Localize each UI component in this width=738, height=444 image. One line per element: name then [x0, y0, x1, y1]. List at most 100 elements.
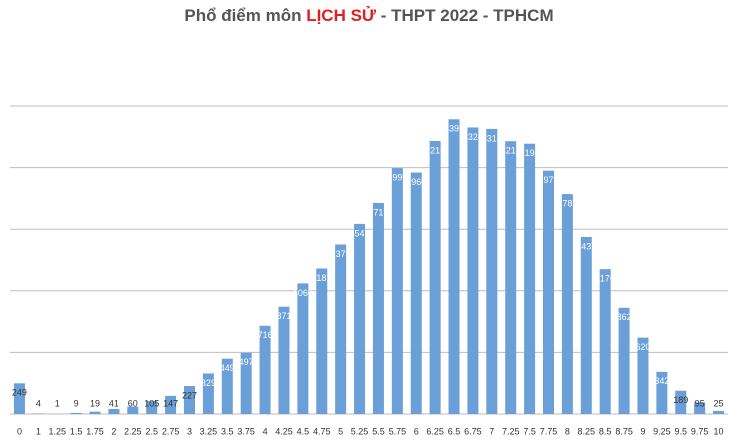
x-tick-label: 7	[489, 426, 494, 436]
x-tick-label: 9.25	[653, 426, 671, 436]
x-tick-label: 3.25	[200, 426, 218, 436]
data-label: 1785	[557, 198, 577, 208]
x-tick-label: 8	[565, 426, 570, 436]
x-tick-label: 2.5	[145, 426, 158, 436]
bar	[184, 386, 195, 414]
bar	[505, 141, 517, 414]
data-label: 1713	[368, 207, 388, 217]
bar	[372, 202, 384, 414]
data-label: 449	[220, 363, 235, 373]
data-label: 189	[673, 395, 688, 405]
data-label: 716	[258, 330, 273, 340]
data-label: 9	[74, 398, 79, 408]
x-tick-label: 9	[640, 426, 645, 436]
data-label: 1060	[293, 288, 313, 298]
data-label: 342	[654, 376, 669, 386]
x-tick-label: 2	[111, 426, 116, 436]
data-label: 1975	[538, 175, 558, 185]
bar	[240, 352, 252, 414]
data-label: 2392	[444, 124, 464, 134]
data-label: 862	[617, 312, 632, 322]
x-tick-label: 4.25	[275, 426, 293, 436]
data-label: 19	[90, 398, 100, 408]
bar	[221, 358, 233, 414]
data-label: 1543	[350, 228, 370, 238]
x-tick-label: 10	[714, 426, 724, 436]
bar	[202, 373, 214, 414]
x-tick-label: 8.25	[578, 426, 596, 436]
title-part: Phổ điểm môn	[184, 6, 306, 25]
bar	[448, 119, 460, 414]
data-label: 227	[182, 390, 197, 400]
x-tick-label: 4.5	[297, 426, 310, 436]
x-tick-label: 6.25	[426, 426, 444, 436]
data-label: 329	[201, 378, 216, 388]
data-label: 2314	[482, 133, 502, 143]
x-tick-label: 7.75	[540, 426, 558, 436]
bar	[146, 401, 158, 414]
data-label: 25	[714, 398, 724, 408]
x-tick-label: 4	[263, 426, 268, 436]
bar	[694, 402, 706, 414]
bar	[165, 395, 177, 414]
data-label: 1960	[406, 177, 426, 187]
bar	[13, 383, 25, 414]
bar	[89, 411, 101, 414]
x-tick-label: 7.25	[502, 426, 520, 436]
data-label: 1376	[331, 249, 351, 259]
x-tick-label: 8.75	[615, 426, 633, 436]
bar	[713, 410, 725, 414]
x-tick-label: 3	[187, 426, 192, 436]
x-tick-label: 6.75	[464, 426, 482, 436]
bar	[486, 128, 498, 414]
x-tick-label: 5.75	[389, 426, 407, 436]
x-tick-label: 6	[414, 426, 419, 436]
bar	[429, 140, 441, 414]
x-tick-label: 5.5	[372, 426, 385, 436]
data-label: 620	[635, 342, 650, 352]
bar	[391, 168, 403, 414]
x-tick-label: 5	[338, 426, 343, 436]
x-tick-label: 1.75	[86, 426, 104, 436]
x-tick-label: 3.75	[237, 426, 255, 436]
x-tick-label: 1.5	[70, 426, 83, 436]
data-label: 95	[695, 398, 705, 408]
x-tick-label: 1.25	[48, 426, 66, 436]
bar	[278, 306, 290, 414]
bar	[675, 390, 687, 414]
bar	[543, 170, 554, 414]
x-tick-label: 1	[36, 426, 41, 436]
bar	[316, 268, 328, 414]
bar	[618, 307, 630, 414]
data-label: 871	[276, 311, 291, 321]
bar	[70, 412, 82, 414]
data-label: 41	[109, 398, 119, 408]
x-tick-label: 7.5	[523, 426, 536, 436]
x-tick-label: 4.75	[313, 426, 331, 436]
data-label: 2216	[425, 145, 445, 155]
chart-title: Phổ điểm môn LỊCH SỬ - THPT 2022 - TPHCM	[184, 6, 553, 25]
data-label: 60	[128, 398, 138, 408]
data-label: 2214	[501, 146, 521, 156]
title-highlight: LỊCH SỬ	[306, 6, 377, 25]
x-tick-label: 8.5	[599, 426, 612, 436]
bar	[637, 337, 649, 414]
data-label: 2326	[463, 132, 483, 142]
bar	[580, 236, 592, 414]
x-tick-label: 0	[17, 426, 22, 436]
x-tick-label: 9.75	[691, 426, 709, 436]
bar	[561, 194, 573, 414]
bar	[297, 283, 309, 414]
data-label: 497	[239, 357, 254, 367]
data-label: 1181	[312, 273, 331, 283]
data-label: 1176	[596, 273, 615, 283]
bar	[599, 269, 611, 414]
x-tick-label: 2.75	[162, 426, 180, 436]
bar	[259, 325, 271, 414]
bar	[335, 244, 347, 414]
bar	[410, 172, 422, 414]
data-label: 105	[144, 398, 159, 408]
bar	[127, 406, 139, 414]
x-tick-label: 5.25	[351, 426, 369, 436]
data-label: 2194	[520, 148, 540, 158]
